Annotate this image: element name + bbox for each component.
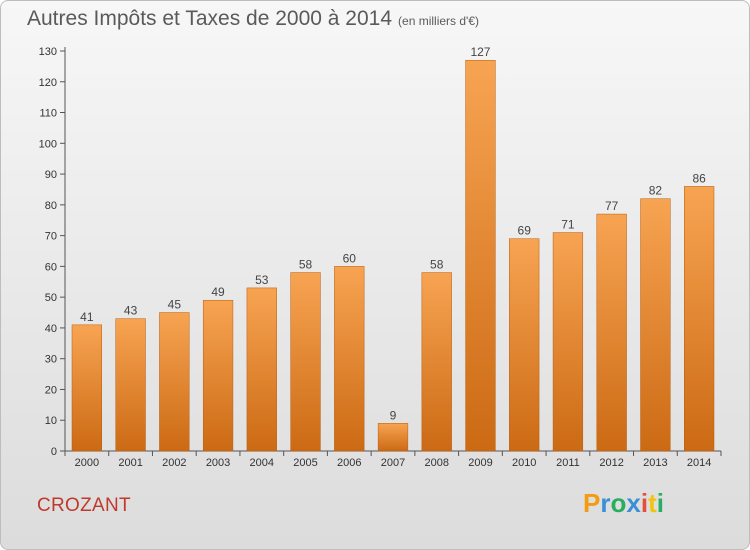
y-tick-label: 120 <box>39 77 57 89</box>
y-tick-label: 60 <box>45 261 57 273</box>
bar <box>202 299 234 452</box>
x-tick-label: 2010 <box>512 457 536 469</box>
chart-unit: (en milliers d'€) <box>398 14 480 28</box>
bar-value-label: 71 <box>561 218 575 232</box>
bar <box>421 272 452 452</box>
bar <box>509 238 540 452</box>
x-tick-label: 2005 <box>293 457 317 469</box>
x-tick-label: 2003 <box>206 457 230 469</box>
y-tick-label: 90 <box>45 169 57 181</box>
bar-value-label: 43 <box>124 304 138 318</box>
chart-title: Autres Impôts et Taxes de 2000 à 2014 (en… <box>27 7 479 31</box>
bar-value-label: 53 <box>255 273 269 287</box>
y-tick-label: 70 <box>45 231 57 243</box>
x-tick-label: 2013 <box>643 457 667 469</box>
x-tick-label: 2009 <box>468 457 492 469</box>
logo-letter: t <box>648 488 657 518</box>
y-tick-label: 40 <box>45 323 57 335</box>
bar <box>596 213 627 452</box>
y-tick-label: 110 <box>39 108 57 120</box>
logo-letter: r <box>600 488 611 518</box>
bar-value-label: 58 <box>430 258 444 272</box>
bar <box>640 198 671 452</box>
bar <box>159 312 190 452</box>
bar <box>684 186 715 452</box>
x-tick-label: 2014 <box>687 457 711 469</box>
value-labels: 41 43 45 49 53 58 60 9 58 127 69 71 77 82 86 <box>80 45 706 422</box>
bar-value-label: 69 <box>518 224 532 238</box>
y-tick-label: 50 <box>45 292 57 304</box>
bar <box>334 266 365 452</box>
bar <box>465 59 496 452</box>
bar-value-label: 82 <box>649 184 663 198</box>
y-tick-label: 30 <box>45 354 57 366</box>
logo-letter: i <box>640 488 649 518</box>
x-tick-label: 2007 <box>381 457 405 469</box>
bar <box>377 423 409 452</box>
commune-name: CROZANT <box>37 495 131 516</box>
bar <box>246 287 277 452</box>
y-tick-label: 20 <box>45 384 57 396</box>
logo-letter: x <box>626 488 641 518</box>
chart-title-text: Autres Impôts et Taxes de 2000 à 2014 <box>27 7 393 30</box>
bar-value-label: 58 <box>299 258 313 272</box>
bar-value-label: 127 <box>470 45 490 59</box>
bar <box>71 324 102 452</box>
bar-value-label: 49 <box>211 285 225 299</box>
y-tick-label: 10 <box>45 415 57 427</box>
y-tick-label: 80 <box>45 200 57 212</box>
bars <box>71 59 715 452</box>
x-tick-label: 2002 <box>162 457 186 469</box>
y-tick-label: 100 <box>39 138 57 150</box>
bar <box>552 232 584 452</box>
bar-value-label: 77 <box>605 199 619 213</box>
logo-letter: i <box>656 488 664 518</box>
x-tick-label: 2011 <box>556 457 580 469</box>
y-tick-label: 130 <box>39 46 57 58</box>
bar <box>115 318 146 452</box>
logo-letter: P <box>583 488 601 518</box>
x-tick-label: 2000 <box>75 457 99 469</box>
bar-value-label: 86 <box>692 171 706 185</box>
bar-value-label: 41 <box>80 310 94 324</box>
logo-letter: o <box>610 488 627 518</box>
x-tick-label: 2008 <box>424 457 448 469</box>
x-tick-label: 2012 <box>599 457 623 469</box>
bar-value-label: 45 <box>168 298 182 312</box>
x-tick-label: 2004 <box>250 457 274 469</box>
y-tick-label: 0 <box>51 446 57 458</box>
x-tick-label: 2001 <box>118 457 142 469</box>
proxiti-logo: Proxiti <box>583 488 664 519</box>
bar <box>290 272 321 452</box>
x-tick-label: 2006 <box>337 457 361 469</box>
bar-value-label: 60 <box>343 251 357 265</box>
bar-value-label: 9 <box>390 408 397 422</box>
